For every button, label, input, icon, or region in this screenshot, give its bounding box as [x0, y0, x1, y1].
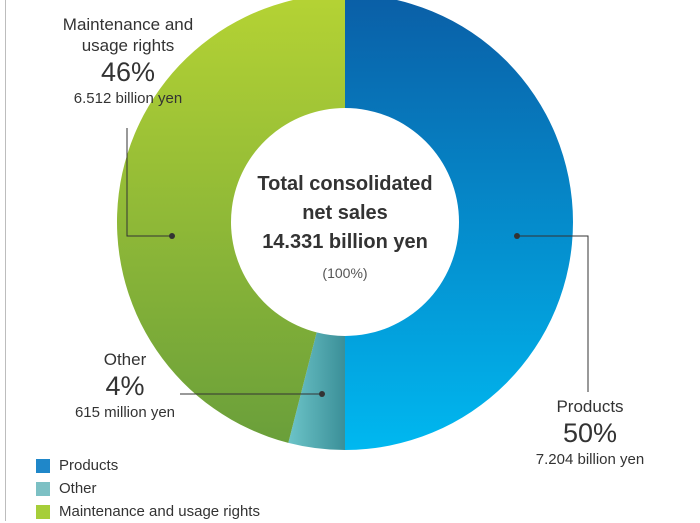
legend-swatch-maintenance — [36, 504, 50, 519]
label-maintenance-percent: 46% — [100, 57, 156, 87]
slice-other — [288, 332, 345, 450]
center-total-value: 14.331 billion yen — [262, 231, 428, 253]
left-border-rule — [5, 0, 6, 521]
label-products-percent: 50% — [562, 418, 618, 448]
leader-maintenance-dot — [169, 233, 175, 239]
label-products-line1: Products — [556, 397, 624, 416]
legend-label-products: Products — [59, 457, 119, 474]
legend-label-other: Other — [59, 480, 97, 497]
slice-maintenance — [117, 0, 345, 443]
label-products-amount: 7.204 billion yen — [535, 451, 645, 468]
legend-swatch-products — [36, 458, 50, 473]
center-total: Total consolidated net sales 14.331 bill… — [225, 170, 465, 284]
label-other: Other 4% 615 million yen — [60, 349, 190, 422]
center-total-percent: (100%) — [322, 265, 368, 281]
slice-products — [345, 0, 573, 450]
leader-products — [517, 235, 589, 392]
legend-swatch-other — [36, 481, 50, 496]
label-maintenance-line1: Maintenance and — [62, 15, 194, 34]
legend-item-other: Other — [36, 477, 260, 500]
label-maintenance: Maintenance and usage rights 46% 6.512 b… — [28, 14, 228, 108]
leader-products-dot — [514, 233, 520, 239]
label-other-amount: 615 million yen — [74, 404, 176, 421]
label-maintenance-amount: 6.512 billion yen — [73, 90, 183, 107]
center-title-line1: Total consolidated — [257, 173, 433, 195]
label-other-percent: 4% — [105, 371, 145, 401]
leader-lines — [126, 128, 589, 397]
legend: Products Other Maintenance and usage rig… — [36, 454, 260, 523]
legend-item-maintenance: Maintenance and usage rights — [36, 500, 260, 523]
label-maintenance-line2: usage rights — [81, 36, 175, 55]
legend-label-maintenance: Maintenance and usage rights — [59, 503, 260, 520]
legend-item-products: Products — [36, 454, 260, 477]
center-title-line2: net sales — [302, 202, 388, 224]
label-other-line1: Other — [103, 350, 147, 369]
label-products: Products 50% 7.204 billion yen — [505, 396, 675, 469]
leader-maintenance — [126, 128, 172, 237]
leader-other-dot — [319, 391, 325, 397]
donut-slices — [117, 0, 573, 450]
